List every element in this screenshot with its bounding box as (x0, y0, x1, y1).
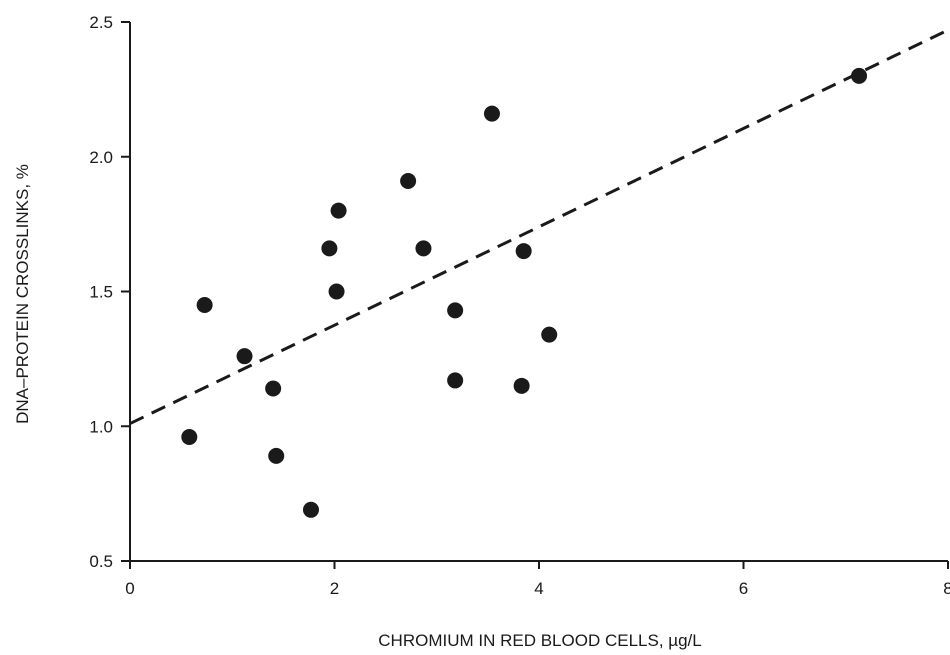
data-point (268, 447, 285, 464)
data-point (265, 380, 282, 397)
data-point (415, 240, 432, 257)
y-tick-label: 0.5 (89, 552, 113, 571)
data-point (851, 67, 868, 84)
data-point (515, 243, 532, 260)
y-tick-label: 2.0 (89, 148, 113, 167)
data-point (541, 326, 558, 343)
x-tick-label: 8 (943, 579, 950, 598)
x-tick-label: 2 (330, 579, 339, 598)
data-point (447, 372, 464, 389)
y-axis-title: DNA–PROTEIN CROSSLINKS, % (13, 164, 32, 424)
data-point (196, 296, 213, 313)
data-point (513, 377, 530, 394)
data-point (330, 202, 347, 219)
data-point (236, 348, 253, 365)
y-axis-ticks: 0.5 1.0 1.5 2.0 2.5 (89, 13, 130, 571)
data-point (483, 105, 500, 122)
x-tick-label: 0 (125, 579, 134, 598)
x-tick-label: 6 (739, 579, 748, 598)
data-point (447, 302, 464, 319)
data-point (321, 240, 338, 257)
x-axis-title: CHROMIUM IN RED BLOOD CELLS, µg/L (378, 631, 701, 650)
data-point (400, 173, 417, 190)
y-tick-label: 1.5 (89, 283, 113, 302)
x-tick-label: 4 (534, 579, 543, 598)
data-point (328, 283, 345, 300)
x-axis-ticks: 0 2 4 6 8 (125, 561, 950, 598)
trend-line (129, 28, 949, 425)
plot-area (129, 28, 949, 518)
y-tick-label: 1.0 (89, 417, 113, 436)
y-tick-label: 2.5 (89, 13, 113, 32)
data-point (302, 501, 319, 518)
data-point (181, 429, 198, 446)
